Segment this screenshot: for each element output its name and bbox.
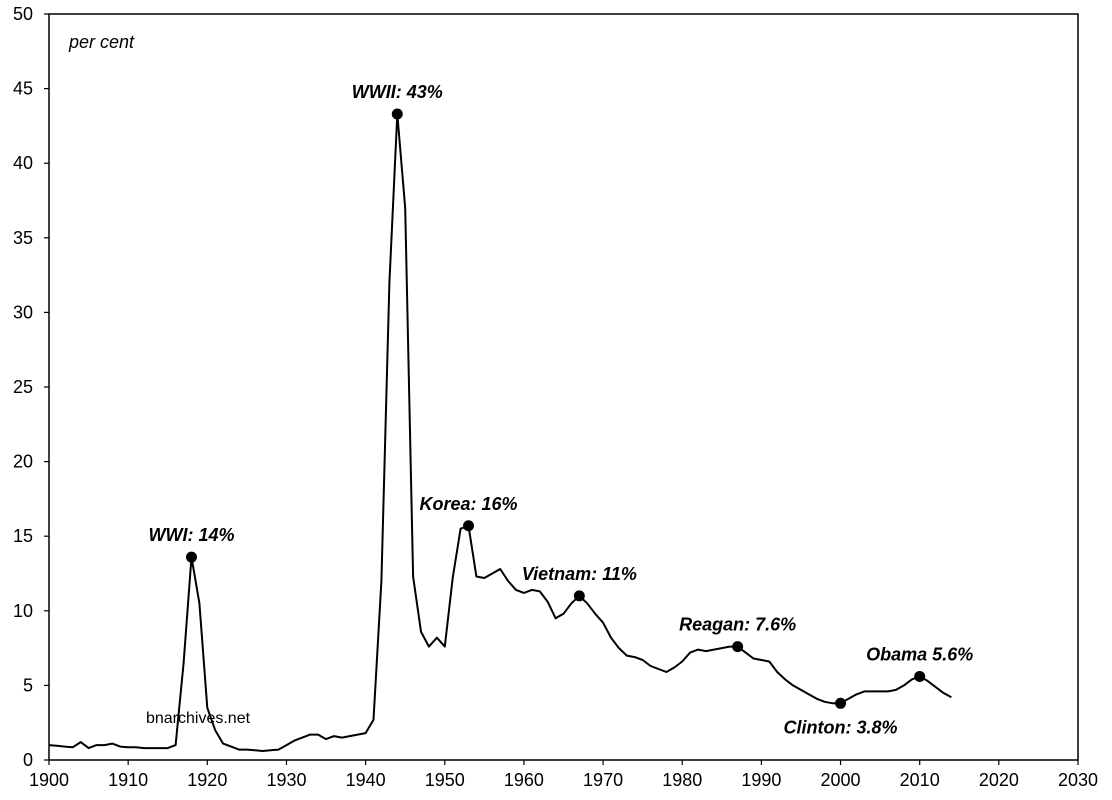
x-tick-label: 2000 [821,770,861,790]
x-tick-label: 2030 [1058,770,1098,790]
series-line [48,113,952,752]
annotation-label: WWI: 14% [148,525,234,545]
y-tick-label: 0 [23,750,33,770]
x-tick-label: 1950 [425,770,465,790]
y-tick-label: 15 [13,526,33,546]
y-tick-label: 45 [13,79,33,99]
annotation-label: Clinton: 3.8% [784,717,898,737]
annotation-marker [732,641,744,653]
annotation-label: Korea: 16% [419,494,517,514]
annotation-label: Obama 5.6% [866,644,973,664]
y-axis-ticks: 0 5 10 15 20 25 30 35 40 45 50 [13,4,49,770]
x-tick-label: 1930 [266,770,306,790]
annotation-marker [914,670,926,682]
annotation-marker [185,551,197,563]
x-tick-label: 1960 [504,770,544,790]
y-tick-label: 35 [13,228,33,248]
annotation-marker [835,697,847,709]
x-tick-label: 1910 [108,770,148,790]
y-tick-label: 20 [13,452,33,472]
x-tick-label: 1990 [741,770,781,790]
x-tick-label: 1940 [346,770,386,790]
y-tick-label: 40 [13,153,33,173]
annotation-marker [463,520,475,532]
annotations-layer: WWI: 14% WWII: 43% Korea: 16% Vietnam: 11% R… [148,82,973,737]
unit-label: per cent [68,32,135,52]
x-axis-ticks: 1900 1910 1920 1930 1940 1950 1960 1970 1980 1990… [29,760,1098,790]
y-tick-label: 25 [13,377,33,397]
y-tick-label: 30 [13,302,33,322]
x-tick-label: 1970 [583,770,623,790]
y-tick-label: 50 [13,4,33,24]
x-tick-label: 1920 [187,770,227,790]
annotation-label: WWII: 43% [352,82,443,102]
annotation-label: Reagan: 7.6% [679,615,796,635]
plot-area-frame [48,13,1079,761]
series-layer [48,113,952,752]
annotation-marker [573,590,585,602]
x-tick-label: 2010 [900,770,940,790]
annotation-marker [391,108,403,120]
annotation-label: Vietnam: 11% [522,564,637,584]
watermark-text: bnarchives.net [146,710,251,727]
x-tick-label: 1980 [662,770,702,790]
y-tick-label: 5 [23,675,33,695]
y-tick-label: 10 [13,601,33,621]
x-tick-label: 1900 [29,770,69,790]
x-tick-label: 2020 [979,770,1019,790]
